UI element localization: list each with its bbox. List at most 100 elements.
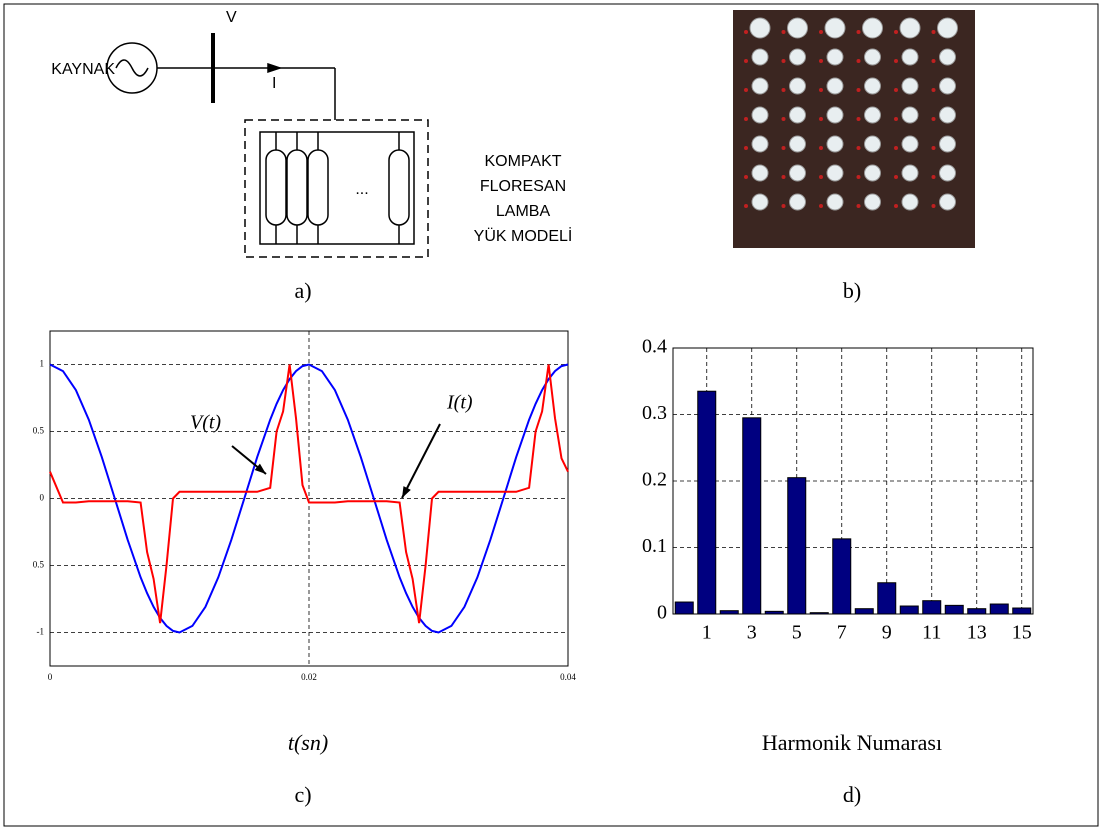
socket: [819, 175, 823, 179]
socket: [856, 117, 861, 121]
socket: [781, 175, 786, 179]
lamp: [826, 193, 844, 211]
x-tick-label: 1: [702, 622, 712, 644]
socket: [819, 204, 823, 208]
socket: [856, 204, 861, 208]
socket: [931, 175, 936, 179]
dots: ...: [355, 181, 368, 198]
lamp: [864, 164, 881, 182]
lamp: [751, 48, 769, 66]
lamp: [901, 77, 919, 95]
x-tick-label: 5: [792, 622, 802, 644]
lamp: [824, 17, 846, 39]
lamp: [751, 135, 769, 153]
x-tick-label: 15: [1012, 622, 1032, 644]
lamp: [939, 164, 956, 182]
socket: [856, 88, 861, 92]
lamp: [939, 193, 956, 211]
socket: [894, 146, 898, 150]
lamp: [862, 17, 883, 39]
lamp: [864, 106, 881, 124]
load-label: LAMBA: [496, 203, 551, 220]
socket: [744, 175, 748, 179]
plot-frame: [672, 347, 1034, 615]
lamp: [864, 135, 881, 153]
y-tick-label: 0.1: [642, 535, 667, 557]
y-tick-label: -1: [37, 627, 45, 637]
lamp: [901, 164, 919, 182]
lamp: [939, 106, 956, 124]
bar: [944, 604, 964, 615]
socket: [781, 59, 786, 63]
socket: [781, 117, 786, 121]
source-label: KAYNAK: [51, 61, 115, 78]
bar: [674, 601, 694, 615]
socket: [894, 117, 898, 121]
lamp: [864, 77, 881, 95]
socket: [894, 204, 898, 208]
lamp: [901, 135, 919, 153]
y-tick-label: 0: [657, 602, 667, 624]
lamp: [939, 135, 956, 153]
lamp-board-photo: [733, 10, 975, 248]
socket: [931, 59, 936, 63]
lamp: [826, 106, 844, 124]
panel-label: c): [294, 782, 311, 807]
panel-label: d): [843, 782, 861, 807]
y-tick-label: 1: [40, 359, 45, 369]
x-tick-label: 13: [967, 622, 987, 644]
y-tick-label: 0.5: [33, 426, 45, 436]
annotation-arrow: [401, 423, 441, 499]
x-tick-label: 0.04: [560, 672, 576, 682]
lamp: [826, 77, 844, 95]
series-annotation: V(t): [190, 412, 221, 434]
lamp: [749, 17, 771, 39]
bar: [899, 605, 919, 615]
socket: [894, 59, 898, 63]
socket: [894, 30, 898, 34]
y-tick-label: 0.5: [33, 560, 45, 570]
bar: [989, 603, 1009, 615]
bar: [787, 477, 807, 615]
series-annotation: I(t): [446, 392, 473, 414]
bar: [922, 600, 942, 615]
bar: [1012, 607, 1032, 615]
x-axis-label: t(sn): [288, 730, 328, 755]
load-label: YÜK MODELİ: [474, 226, 573, 245]
series-line: [49, 363, 569, 634]
lamp: [787, 17, 808, 39]
lamp: [751, 77, 769, 95]
lamp: [864, 193, 881, 211]
circuit-diagram: [106, 33, 429, 258]
x-tick-label: 3: [747, 622, 757, 644]
y-tick-label: 0: [40, 493, 45, 503]
socket: [819, 117, 823, 121]
load-label: FLORESAN: [480, 178, 566, 195]
lamp: [751, 106, 769, 124]
lamp: [899, 17, 921, 39]
panel-label: a): [294, 278, 311, 303]
socket: [931, 146, 936, 150]
socket: [856, 146, 861, 150]
lamp: [751, 164, 769, 182]
socket: [744, 146, 748, 150]
x-tick-label: 0: [48, 672, 53, 682]
y-tick-label: 0.3: [642, 402, 667, 424]
lamp: [789, 193, 806, 211]
lamp: [826, 164, 844, 182]
socket: [856, 30, 861, 34]
y-tick-label: 0.4: [642, 336, 667, 358]
lamp: [939, 77, 956, 95]
x-axis-label: Harmonik Numarası: [762, 730, 942, 755]
figure-border: [3, 3, 1099, 827]
socket: [744, 204, 748, 208]
bus-label: V: [226, 9, 237, 26]
lamp: [864, 48, 881, 66]
socket: [744, 117, 748, 121]
lamp: [789, 77, 806, 95]
socket: [744, 88, 748, 92]
lamp: [751, 193, 769, 211]
bar: [877, 582, 897, 615]
lamp: [789, 164, 806, 182]
